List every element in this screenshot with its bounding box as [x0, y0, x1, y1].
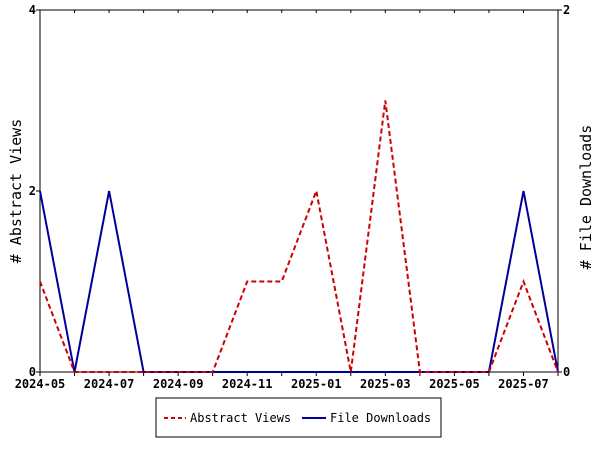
legend-label-abstract-views: Abstract Views: [190, 411, 291, 425]
x-tick-label: 2025-03: [360, 377, 411, 391]
legend-box: [155, 397, 442, 438]
x-tick-label: 2025-07: [498, 377, 549, 391]
x-tick-label: 2024-07: [84, 377, 135, 391]
y-axis-left: 0 2 4: [29, 3, 40, 379]
plot-frame: [39, 9, 559, 373]
legend: Abstract Views File Downloads: [155, 397, 442, 438]
y-left-tick-label: 2: [29, 184, 36, 198]
x-tick-label: 2024-11: [222, 377, 273, 391]
y-axis-left-title: # Abstract Views: [7, 119, 25, 264]
y-axis-right: 02: [558, 3, 570, 379]
x-tick-label: 2025-05: [429, 377, 480, 391]
x-tick-label: 2024-09: [153, 377, 204, 391]
legend-label-file-downloads: File Downloads: [330, 411, 431, 425]
series-layer: [39, 100, 559, 373]
y-left-tick-label: 4: [29, 3, 36, 17]
series-line-file-downloads: [39, 190, 559, 373]
y-axis-right-title: # File Downloads: [577, 125, 595, 270]
y-right-tick-label: 0: [563, 365, 570, 379]
x-tick-label: 2024-05: [15, 377, 66, 391]
plot-area: [39, 9, 559, 373]
y-left-tick-label: 0: [29, 365, 36, 379]
x-tick-label: 2025-01: [291, 377, 342, 391]
x-axis: 2024-05 2024-07 2024-09 2024-11 2025-01 2025-…: [15, 10, 559, 391]
series-line-abstract-views: [39, 100, 559, 373]
y-right-tick-label: 2: [563, 3, 570, 17]
